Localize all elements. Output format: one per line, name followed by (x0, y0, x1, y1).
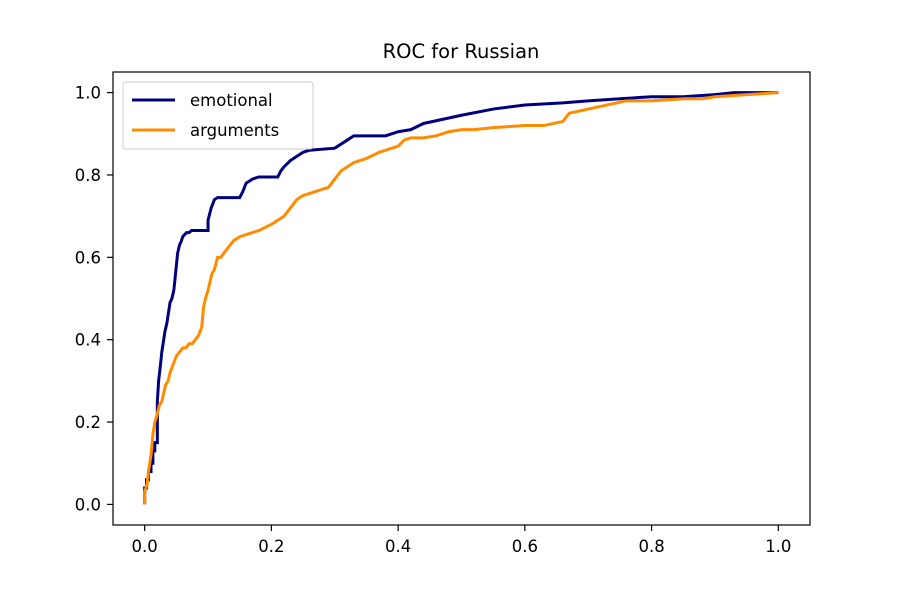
x-tick-label: 0.4 (385, 537, 411, 556)
chart-title: ROC for Russian (383, 40, 540, 63)
series-line-emotional (143, 91, 779, 505)
y-tick-label: 0.0 (75, 495, 101, 514)
y-tick-label: 1.0 (75, 84, 101, 103)
axis-ticks: 0.0 0.2 0.4 0.6 0.8 1.0 0.0 0.2 0.4 0.6 0.8 1.0 (75, 84, 792, 556)
x-tick-label: 0.2 (258, 537, 284, 556)
legend-label-emotional: emotional (190, 91, 273, 110)
y-tick-label: 0.8 (75, 166, 101, 185)
x-tick-label: 1.0 (765, 537, 791, 556)
y-tick-label: 0.4 (75, 331, 101, 350)
axes-frame (112, 71, 811, 526)
plot-area (143, 91, 779, 505)
series-line-arguments (143, 91, 779, 505)
x-tick-label: 0.0 (132, 537, 158, 556)
x-tick-label: 0.8 (638, 537, 664, 556)
y-tick-label: 0.6 (75, 248, 101, 267)
x-tick-label: 0.6 (512, 537, 538, 556)
legend-label-arguments: arguments (190, 121, 279, 140)
y-tick-label: 0.2 (75, 413, 101, 432)
legend: emotional arguments (122, 81, 314, 150)
